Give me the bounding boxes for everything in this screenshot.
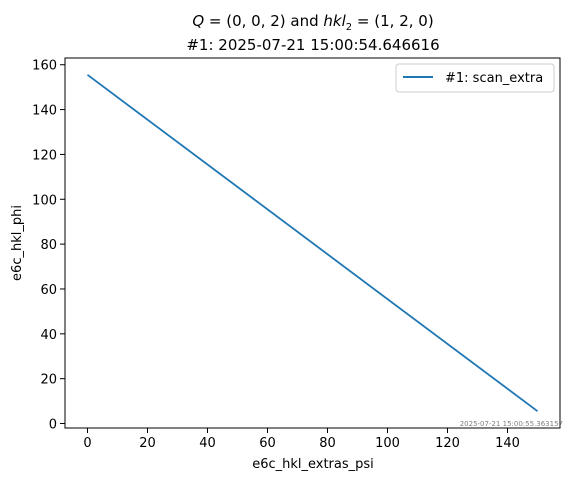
title-hkl-symbol: hkl: [323, 12, 346, 30]
timestamp-stamp: 2025-07-21 15:00:55.363157: [460, 420, 563, 428]
legend: #1: scan_extra: [395, 63, 555, 93]
x-tick-label: 100: [375, 436, 400, 451]
x-tick-label: 20: [139, 436, 156, 451]
title-hkl-subscript: 2: [346, 22, 352, 33]
series-line: [86, 74, 539, 412]
x-tick-label: 80: [319, 436, 336, 451]
x-axis-label: e6c_hkl_extras_psi: [252, 457, 374, 472]
title-q-symbol: Q: [192, 12, 204, 30]
x-axis-ticks: 0 20 40 60 80 100 120 140: [83, 428, 520, 451]
x-tick-label: 140: [495, 436, 520, 451]
legend-box: [395, 63, 555, 93]
series-layer: [86, 74, 539, 412]
y-tick-label: 120: [32, 148, 57, 163]
legend-label: #1: scan_extra: [445, 71, 543, 86]
y-tick-label: 140: [32, 104, 57, 119]
title-hkl-value: = (1, 2, 0): [352, 12, 434, 30]
x-tick-label: 60: [259, 436, 276, 451]
chart-title-line1: Q = (0, 0, 2) and hkl2 = (1, 2, 0): [192, 12, 433, 33]
chart-title-line2: #1: 2025-07-21 15:00:54.646616: [186, 36, 439, 54]
x-tick-label: 0: [83, 436, 91, 451]
title-q-value: = (0, 0, 2) and: [204, 12, 323, 30]
y-tick-label: 0: [49, 418, 57, 433]
y-axis-label: e6c_hkl_phi: [10, 205, 25, 281]
x-tick-label: 120: [435, 436, 460, 451]
y-tick-label: 100: [32, 193, 57, 208]
x-tick-label: 40: [199, 436, 216, 451]
y-tick-label: 60: [40, 283, 57, 298]
y-tick-label: 40: [40, 328, 57, 343]
y-axis-ticks: 0 20 40 60 80 100 120 140 160: [32, 59, 65, 433]
y-tick-label: 80: [40, 238, 57, 253]
y-tick-label: 20: [40, 373, 57, 388]
y-tick-label: 160: [32, 59, 57, 74]
